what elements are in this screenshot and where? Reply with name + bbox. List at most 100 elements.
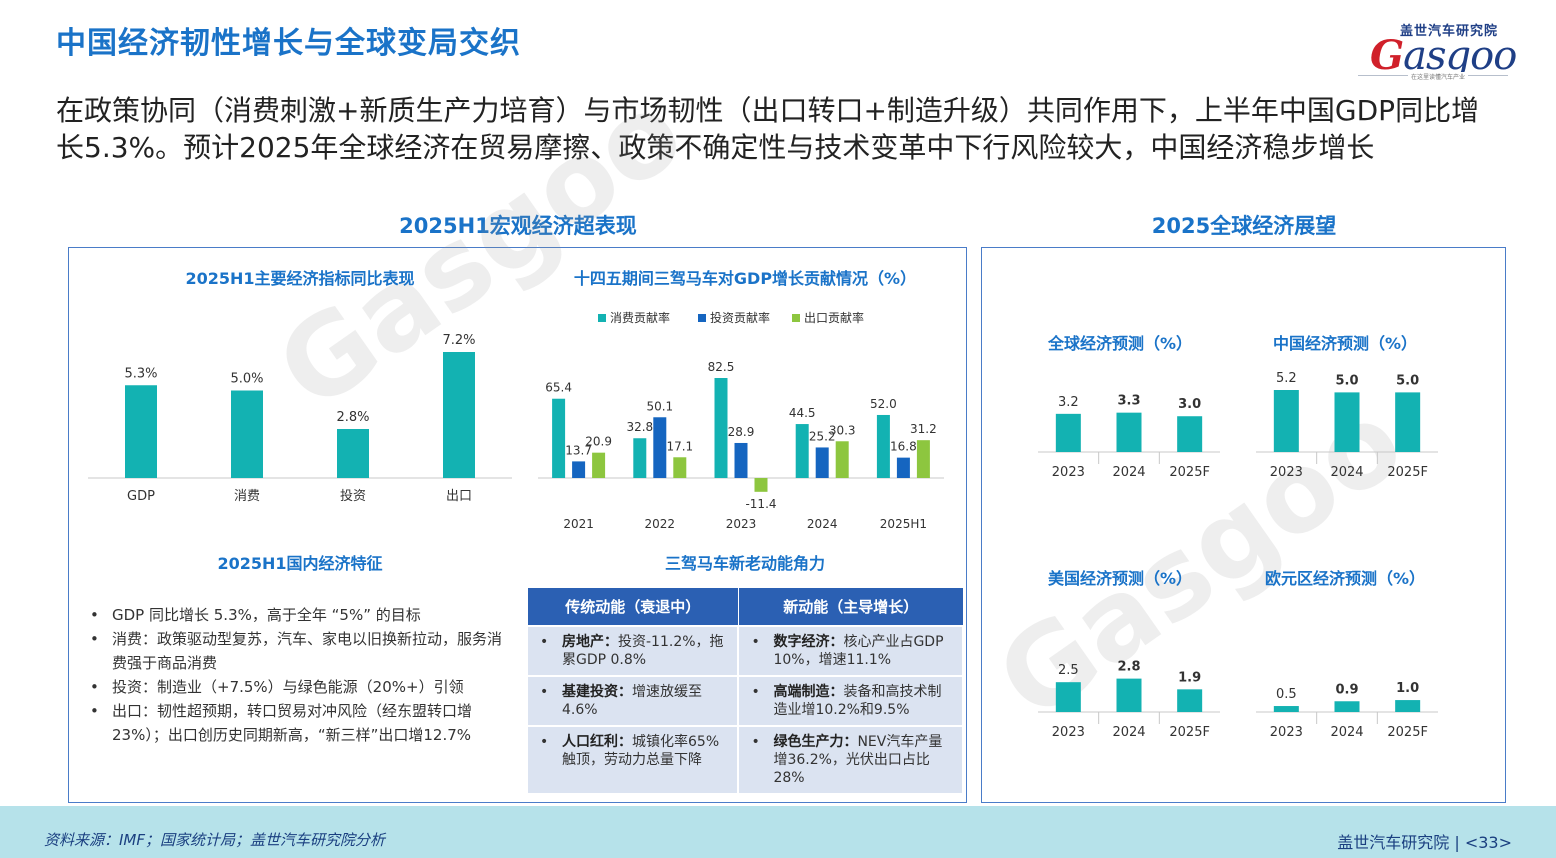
power-cell: 人口红利：城镇化率65%触顶，劳动力总量下降 <box>525 724 740 795</box>
bar <box>835 441 849 478</box>
data-label: 2.5 <box>1058 663 1079 678</box>
tick-label: 2024 <box>1330 465 1363 480</box>
source-note: 资料来源：IMF；国家统计局；盖世汽车研究院分析 <box>44 831 385 849</box>
domestic-features-list: GDP 同比增长 5.3%，高于全年 “5%” 的目标消费：政策驱动型复苏，汽车… <box>82 603 502 747</box>
bar <box>1273 390 1299 452</box>
tick-label: 2025F <box>1169 465 1210 480</box>
euro-title: 欧元区经济预测（%） <box>1264 569 1426 588</box>
data-label: 16.8 <box>890 440 917 454</box>
power-cell: 高端制造：装备和高技术制造业增10.2%和9.5% <box>737 674 964 727</box>
tick-label: 投资 <box>340 488 366 504</box>
left-section-title: 2025H1宏观经济超表现 <box>399 214 637 238</box>
tick-label: 2025H1 <box>880 517 927 531</box>
bar <box>1177 416 1203 452</box>
domestic-title: 2025H1国内经济特征 <box>217 554 383 573</box>
bar <box>633 438 647 478</box>
bar <box>734 442 748 478</box>
power-header-new: 新动能（主导增长） <box>737 587 964 626</box>
tick-label: 2023 <box>726 517 757 531</box>
data-label: 30.3 <box>829 423 856 437</box>
tick-label: 2025F <box>1387 465 1428 480</box>
data-label: 31.2 <box>910 422 937 436</box>
list-item: 投资：制造业（+7.5%）与绿色能源（20%+）引领 <box>82 675 502 699</box>
data-label: 0.9 <box>1335 682 1358 697</box>
data-label: 65.4 <box>545 381 572 395</box>
logo-en: Gasgoo <box>1370 32 1517 79</box>
tick-label: 2024 <box>1112 465 1145 480</box>
tick-label: 2025F <box>1169 725 1210 740</box>
global-title: 全球经济预测（%） <box>1047 334 1193 353</box>
legend-label: 出口贡献率 <box>804 310 864 325</box>
bar <box>673 457 687 478</box>
bar <box>896 457 910 478</box>
legend-label: 消费贡献率 <box>610 310 670 325</box>
page-number: <33> <box>1464 833 1512 852</box>
data-label: 5.0 <box>1396 373 1419 388</box>
bar <box>1273 706 1299 712</box>
indicators-chart: 5.3% GDP 5.0% 消费 2.8% 投资 7.2% 出口 <box>88 333 512 504</box>
data-label: 3.0 <box>1178 397 1201 412</box>
logo-en-g: G <box>1370 32 1404 79</box>
bar <box>653 417 667 478</box>
list-item: GDP 同比增长 5.3%，高于全年 “5%” 的目标 <box>82 603 502 627</box>
table-row: 基建投资：增速放缓至4.6% 高端制造：装备和高技术制造业增10.2%和9.5% <box>525 674 964 727</box>
bar <box>1395 392 1421 452</box>
bar <box>572 461 586 478</box>
bar <box>443 352 475 478</box>
list-item: 出口：韧性超预期，转口贸易对冲风险（经东盟转口增23%）；出口创历史同期新高，“… <box>82 699 502 747</box>
gasgoo-logo: 盖世汽车研究院 Gasgoo 在这里读懂汽车产业 <box>1358 18 1517 84</box>
data-label: 5.0 <box>1335 373 1358 388</box>
power-cell: 基建投资：增速放缓至4.6% <box>525 674 740 727</box>
tick-label: 2023 <box>1270 725 1303 740</box>
data-label: 52.0 <box>870 397 897 411</box>
bar <box>1395 700 1421 712</box>
euro-chart: 0.5 2023 0.9 2024 1.0 2025F <box>1256 681 1438 740</box>
list-item: 消费：政策驱动型复苏，汽车、家电以旧换新拉动，服务消费强于商品消费 <box>82 627 502 675</box>
tick-label: 2025F <box>1387 725 1428 740</box>
tick-label: 2022 <box>645 517 676 531</box>
legend-label: 投资贡献率 <box>710 310 770 325</box>
tick-label: 2024 <box>807 517 838 531</box>
tick-label: 2021 <box>563 517 594 531</box>
bar <box>1055 682 1081 712</box>
tick-label: 出口 <box>446 489 472 504</box>
tick-label: GDP <box>127 489 155 504</box>
data-label: 20.9 <box>585 435 612 449</box>
tick-label: 2024 <box>1112 725 1145 740</box>
bar <box>1334 701 1360 712</box>
legend-swatch <box>698 314 706 322</box>
data-label: 5.3% <box>124 366 157 381</box>
power-cell: 数字经济：核心产业占GDP 10%，增速11.1% <box>737 624 964 677</box>
data-label: 5.0% <box>230 372 263 387</box>
power-cell: 绿色生产力：NEV汽车产量增36.2%，光伏出口占比28% <box>737 724 964 795</box>
bar <box>1334 392 1360 452</box>
global-chart: 3.2 2023 3.3 2024 3.0 2025F <box>1038 394 1220 480</box>
table-row: 房地产：投资-11.2%，拖累GDP 0.8% 数字经济：核心产业占GDP 10… <box>525 624 964 677</box>
data-label: 2.8 <box>1117 660 1140 675</box>
data-label: 5.2 <box>1276 371 1297 386</box>
indicators-title: 2025H1主要经济指标同比表现 <box>185 269 415 288</box>
footer-right: 盖世汽车研究院 | <33> <box>1337 833 1512 852</box>
power-header-old: 传统动能（衰退中） <box>526 587 739 626</box>
logo-en-rest: asgoo <box>1403 33 1517 79</box>
legend-swatch <box>792 314 800 322</box>
bar <box>815 447 829 478</box>
tick-label: 2023 <box>1052 465 1085 480</box>
footer-bar <box>0 806 1556 858</box>
bar <box>916 440 930 478</box>
data-label: 2.8% <box>336 410 369 425</box>
data-label: 1.0 <box>1396 681 1419 696</box>
power-title: 三驾马车新老动能角力 <box>664 554 825 573</box>
table-row: 人口红利：城镇化率65%触顶，劳动力总量下降 绿色生产力：NEV汽车产量增36.… <box>525 724 964 795</box>
data-label: 82.5 <box>708 360 735 374</box>
bar <box>125 385 157 478</box>
legend-swatch <box>598 314 606 322</box>
logo-slogan: 在这里读懂汽车产业 <box>1408 72 1469 81</box>
data-label: 50.1 <box>646 399 673 413</box>
power-cell: 房地产：投资-11.2%，拖累GDP 0.8% <box>525 624 740 677</box>
bar <box>592 452 606 478</box>
data-label: 17.1 <box>666 439 693 453</box>
footer-org: 盖世汽车研究院 <box>1337 833 1450 852</box>
bar <box>1116 678 1142 712</box>
us-chart: 2.5 2023 2.8 2024 1.9 2025F <box>1038 660 1220 740</box>
